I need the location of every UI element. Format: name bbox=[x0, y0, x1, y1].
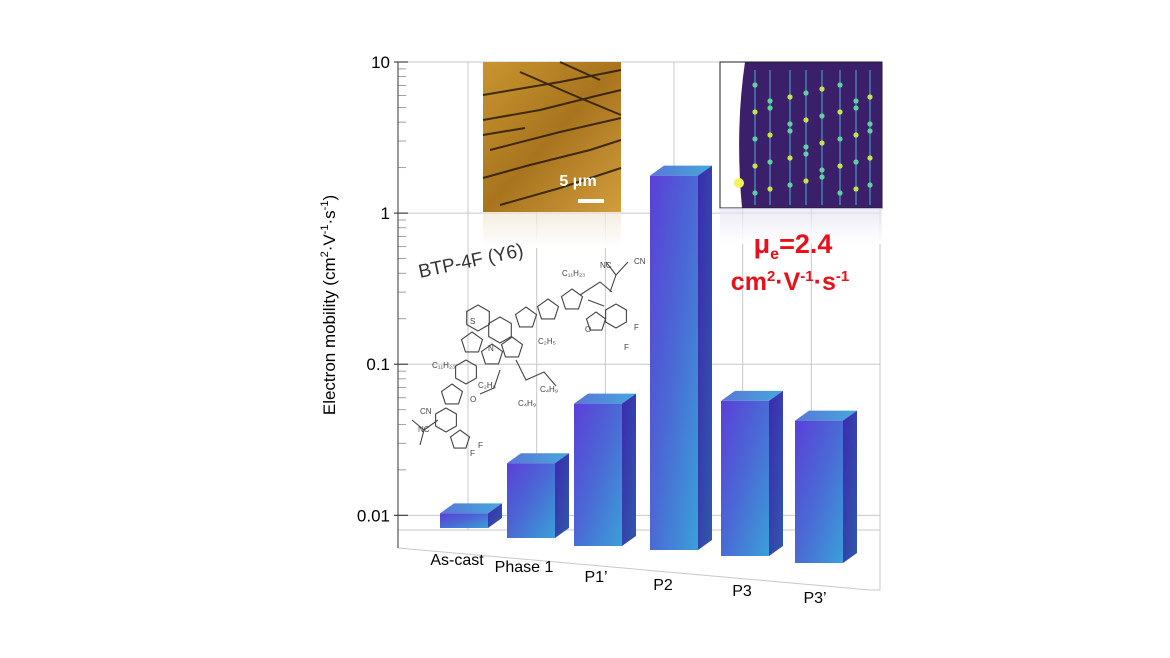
scale-bar-label: 5 μm bbox=[559, 173, 596, 190]
x-tick-label: P2 bbox=[653, 577, 673, 594]
y-tick-label: 1 bbox=[381, 204, 390, 223]
bar-top bbox=[650, 165, 712, 176]
afm-inset-image: 5 μm bbox=[482, 61, 622, 248]
bar bbox=[507, 453, 569, 538]
bar-front bbox=[507, 463, 555, 538]
y-tick-label: 0.01 bbox=[357, 506, 390, 525]
bar bbox=[440, 503, 502, 528]
x-axis: As-cast Phase 1 P1’ P2 P3 P3’ bbox=[430, 552, 826, 607]
structure-atom-label: CN bbox=[420, 407, 432, 416]
bar-side bbox=[488, 503, 502, 528]
bar-front bbox=[650, 175, 698, 550]
svg-text:cm2·V-1·s-1: cm2·V-1·s-1 bbox=[731, 268, 849, 296]
bar-front bbox=[440, 513, 488, 528]
structure-atom-label: F bbox=[470, 449, 475, 458]
structure-atom-label: C₁₁H₂₃ bbox=[562, 269, 585, 278]
structure-atom-label: O bbox=[585, 325, 591, 334]
y-tick-label: 10 bbox=[371, 53, 390, 72]
bar-top bbox=[574, 393, 636, 404]
structure-atom-label: C₂H₅ bbox=[538, 337, 556, 346]
giwaxs-inset-image bbox=[719, 61, 883, 244]
bar-top bbox=[507, 453, 569, 464]
bars bbox=[440, 165, 857, 563]
bar-top bbox=[721, 390, 783, 401]
bar-side bbox=[555, 453, 569, 538]
bar bbox=[795, 410, 857, 563]
structure-atom-label: NC bbox=[418, 425, 430, 434]
bar-top bbox=[440, 503, 502, 514]
bar-top bbox=[795, 410, 857, 421]
bar bbox=[650, 165, 712, 550]
structure-atom-label: F bbox=[624, 343, 629, 352]
bar-front bbox=[721, 400, 769, 556]
structure-atom-label: C₄H₉ bbox=[518, 399, 536, 408]
y-axis-label: Electron mobility (cm2·V-1·s-1) bbox=[319, 195, 339, 415]
structure-atom-label: S bbox=[470, 317, 475, 326]
structure-atom-label: F bbox=[634, 323, 639, 332]
molecule-name: BTP-4F (Y6) bbox=[417, 240, 526, 283]
bar-front bbox=[795, 420, 843, 563]
bar-side bbox=[698, 165, 712, 550]
structure-atom-label: N bbox=[488, 344, 494, 353]
mobility-annotation: μe=2.4 cm2·V-1·s-1 bbox=[731, 229, 849, 296]
x-tick-label: P3 bbox=[732, 583, 752, 600]
y-tick-label: 0.1 bbox=[366, 355, 390, 374]
x-tick-label: P3’ bbox=[803, 590, 826, 607]
x-tick-label: As-cast bbox=[430, 552, 484, 569]
structure-atom-label: C₄H₉ bbox=[540, 385, 558, 394]
structure-atom-label: CN bbox=[634, 257, 646, 266]
x-tick-label: Phase 1 bbox=[495, 559, 554, 576]
y-axis: 0.01 0.1 1 10 bbox=[357, 53, 408, 525]
svg-text:μe=2.4: μe=2.4 bbox=[754, 229, 833, 263]
bar-front bbox=[574, 403, 622, 546]
structure-atom-label: NC bbox=[600, 261, 612, 270]
structure-atom-label: C₂H₅ bbox=[478, 381, 496, 390]
bar-side bbox=[843, 410, 857, 563]
x-tick-label: P1’ bbox=[584, 569, 607, 586]
structure-atom-label: O bbox=[470, 395, 476, 404]
structure-atom-label: C₁₁H₂₃ bbox=[432, 361, 455, 370]
bar bbox=[721, 390, 783, 556]
bar-side bbox=[769, 390, 783, 556]
structure-atom-label: F bbox=[478, 441, 483, 450]
bar-side bbox=[622, 393, 636, 546]
bar bbox=[574, 393, 636, 546]
